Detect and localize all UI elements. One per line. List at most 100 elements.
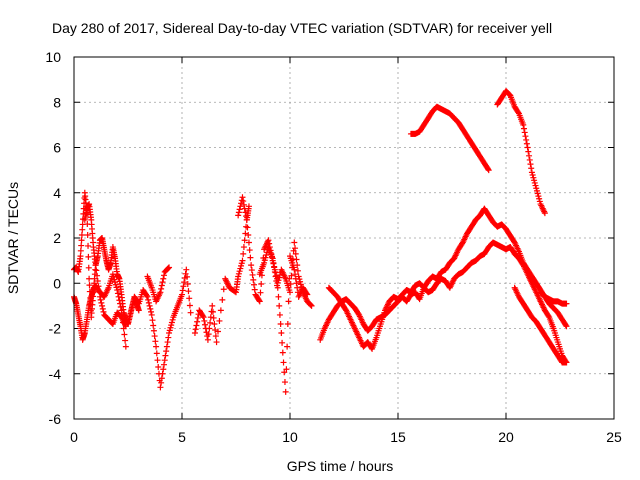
data-point-marker — [241, 205, 248, 212]
y-axis-label: SDTVAR / TECUs — [5, 182, 21, 294]
series-sat-track-10 — [325, 205, 570, 352]
data-point-marker — [241, 237, 248, 244]
data-point-marker — [263, 251, 270, 258]
data-point-marker — [294, 284, 301, 291]
data-point-marker — [245, 231, 252, 238]
data-point-marker — [153, 343, 160, 350]
data-point-marker — [97, 296, 104, 303]
data-point-marker — [298, 284, 305, 291]
data-point-marker — [163, 348, 170, 355]
data-point-marker — [167, 324, 174, 331]
data-point-marker — [111, 276, 118, 283]
data-point-marker — [155, 363, 162, 370]
data-point-marker — [235, 209, 242, 216]
y-tick-label: 8 — [53, 94, 61, 110]
data-point-marker — [240, 201, 247, 208]
data-point-marker — [191, 330, 198, 337]
data-point-marker — [528, 165, 535, 172]
data-point-marker — [194, 318, 201, 325]
data-point-marker — [563, 359, 570, 366]
data-point-marker — [245, 239, 252, 246]
data-point-marker — [271, 268, 278, 275]
data-point-marker — [145, 299, 152, 306]
data-point-marker — [284, 320, 291, 327]
data-point-marker — [276, 302, 283, 309]
data-point-marker — [520, 121, 527, 128]
data-point-marker — [184, 273, 191, 280]
data-point-marker — [297, 278, 304, 285]
chart-title: Day 280 of 2017, Sidereal Day-to-day VTE… — [52, 20, 552, 36]
data-point-marker — [237, 265, 244, 272]
y-tick-label: 10 — [45, 49, 61, 65]
data-point-marker — [182, 270, 189, 277]
data-point-marker — [535, 193, 542, 200]
data-point-marker — [536, 195, 543, 202]
series-sat-track-14 — [537, 289, 570, 307]
data-point-marker — [187, 309, 194, 316]
data-point-marker — [154, 357, 161, 364]
data-point-marker — [244, 224, 251, 231]
data-point-marker — [541, 210, 548, 217]
data-point-marker — [206, 325, 213, 332]
data-point-marker — [150, 327, 157, 334]
data-point-marker — [166, 327, 173, 334]
data-point-marker — [485, 167, 492, 174]
data-point-marker — [114, 290, 121, 297]
data-point-marker — [112, 279, 119, 286]
data-point-marker — [271, 264, 278, 271]
data-point-marker — [186, 295, 193, 302]
data-point-marker — [77, 253, 84, 260]
x-axis-label: GPS time / hours — [287, 458, 394, 474]
data-point-marker — [545, 313, 552, 320]
data-point-marker — [165, 334, 172, 341]
data-point-marker — [292, 250, 299, 257]
axis-ticks: 0 5 10 15 20 25 -6 -4 -2 0 2 4 6 8 10 — [45, 49, 622, 445]
data-point-marker — [161, 357, 168, 364]
data-point-marker — [183, 266, 190, 273]
data-point-marker — [78, 231, 85, 238]
data-point-marker — [270, 259, 277, 266]
data-point-marker — [166, 330, 173, 337]
data-point-marker — [151, 333, 158, 340]
data-point-marker — [157, 289, 164, 296]
data-point-marker — [240, 198, 247, 205]
data-point-marker — [275, 293, 282, 300]
data-point-marker — [100, 308, 107, 315]
data-point-marker — [216, 317, 223, 324]
data-point-marker — [212, 333, 219, 340]
series-sat-track-9 — [317, 239, 570, 366]
data-point-marker — [85, 264, 92, 271]
y-tick-label: -2 — [49, 321, 62, 337]
series-sat-track-13 — [511, 284, 570, 366]
data-point-marker — [240, 244, 247, 251]
data-point-marker — [291, 239, 298, 246]
data-point-marker — [98, 299, 105, 306]
data-point-marker — [522, 133, 529, 140]
data-point-marker — [168, 322, 175, 329]
y-tick-label: -4 — [49, 366, 62, 382]
data-point-marker — [238, 260, 245, 267]
data-point-marker — [158, 285, 165, 292]
data-point-marker — [158, 375, 165, 382]
data-point-marker — [169, 316, 176, 323]
data-point-marker — [258, 281, 265, 288]
data-point-marker — [210, 314, 217, 321]
data-point-marker — [238, 262, 245, 269]
data-point-marker — [121, 331, 128, 338]
data-point-marker — [250, 276, 257, 283]
y-tick-label: 2 — [53, 230, 61, 246]
x-tick-label: 25 — [606, 429, 622, 445]
data-point-marker — [78, 242, 85, 249]
data-point-marker — [523, 140, 530, 147]
x-tick-label: 5 — [178, 429, 186, 445]
data-point-marker — [235, 273, 242, 280]
data-point-marker — [278, 330, 285, 337]
data-point-marker — [113, 284, 120, 291]
data-point-marker — [114, 287, 121, 294]
data-point-marker — [236, 206, 243, 213]
data-point-marker — [523, 136, 530, 143]
data-point-marker — [153, 350, 160, 357]
data-point-marker — [287, 281, 294, 288]
data-point-marker — [261, 259, 268, 266]
